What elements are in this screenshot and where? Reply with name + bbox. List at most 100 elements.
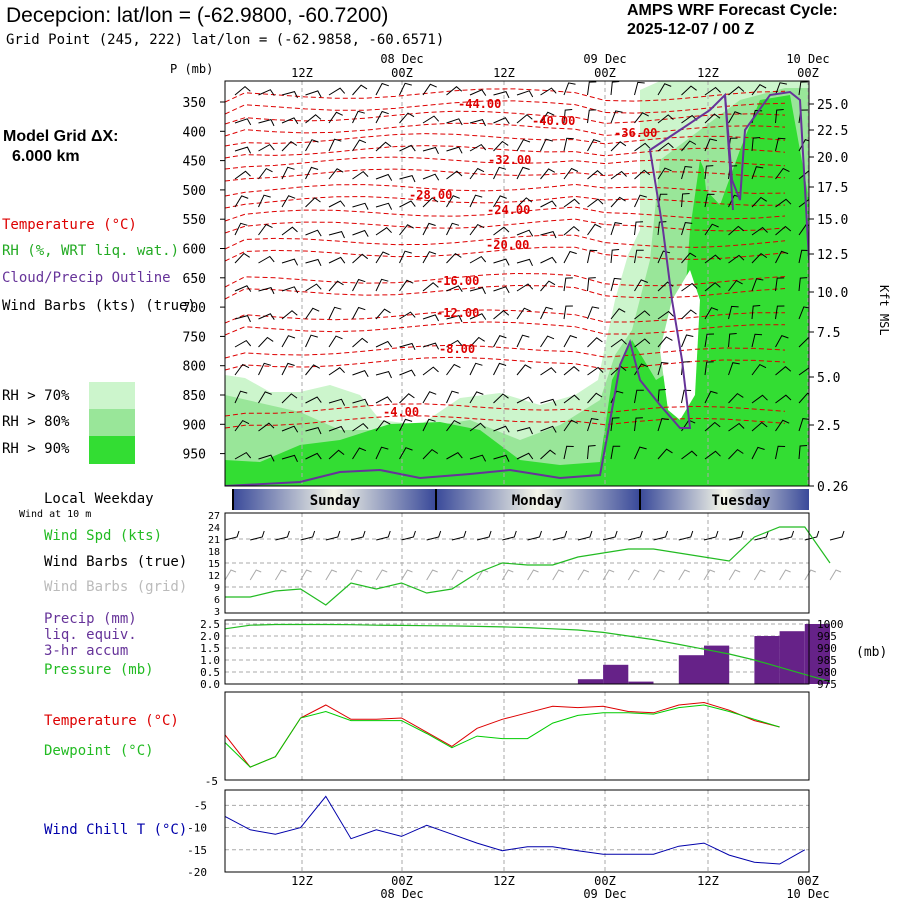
wind-barb bbox=[563, 445, 574, 460]
legend-rh90: RH > 90% bbox=[2, 441, 70, 457]
wind-barb bbox=[634, 142, 651, 152]
isotherm-label: -40.00 bbox=[532, 114, 575, 128]
wind-barb bbox=[328, 200, 346, 208]
wind-barb bbox=[751, 166, 764, 180]
wind-barb bbox=[281, 454, 298, 463]
wind-barb bbox=[328, 425, 346, 433]
wind-barb bbox=[422, 282, 439, 292]
windchill-ticks: -5 -10 -15 -20 bbox=[187, 799, 207, 879]
precip-tick-label: 2.0 bbox=[200, 630, 220, 643]
wind-barb bbox=[234, 363, 250, 376]
wind-barb bbox=[751, 84, 767, 96]
wind-barb bbox=[422, 418, 436, 432]
date-label: 08 Dec bbox=[380, 887, 423, 900]
pressure-tick-label: 400 bbox=[183, 125, 206, 140]
wind-barb bbox=[610, 390, 624, 404]
wind-barb bbox=[540, 449, 556, 460]
wind-barb bbox=[751, 226, 768, 236]
wind-barb bbox=[328, 280, 344, 292]
pressure-tick-label: 600 bbox=[183, 243, 206, 258]
wind-barb bbox=[375, 82, 389, 96]
wind-barb bbox=[352, 202, 369, 210]
wind-barb bbox=[422, 222, 436, 236]
cloud-outline-shape bbox=[225, 90, 809, 486]
wind-barb bbox=[587, 418, 599, 432]
wind-barb bbox=[657, 448, 673, 460]
wind-barb bbox=[516, 307, 531, 320]
wind-barb bbox=[305, 452, 322, 460]
time-tick-label: 00Z bbox=[391, 874, 413, 888]
wind-barb bbox=[610, 196, 626, 208]
surface-wind-barb bbox=[628, 530, 643, 541]
wind-barb bbox=[681, 334, 694, 348]
surface-wind-barb bbox=[325, 530, 341, 541]
wind-barb bbox=[258, 89, 275, 96]
height-tick-label: 25.0 bbox=[817, 98, 848, 113]
grid-point: Grid Point (245, 222) lat/lon = (-62.985… bbox=[6, 32, 445, 48]
wind-barb bbox=[610, 222, 623, 236]
wind-barb bbox=[775, 277, 785, 292]
temperature-series bbox=[224, 701, 780, 768]
wind-barb bbox=[258, 255, 275, 264]
wind-barb bbox=[540, 367, 557, 376]
day-band-monday bbox=[436, 489, 639, 510]
wind-barb bbox=[399, 279, 414, 292]
surface-wind-barb bbox=[275, 530, 290, 541]
surface-wind-barb bbox=[603, 530, 618, 541]
grid-wind-barb bbox=[779, 569, 791, 581]
surface-wind-barb bbox=[552, 530, 568, 541]
wind-barb bbox=[681, 165, 693, 180]
isotherm-line bbox=[225, 246, 786, 262]
wind-barb bbox=[399, 144, 416, 152]
pressure-ticks: 350 400 450 500 550 600 650 700 750 800 850 900 950 bbox=[183, 96, 225, 463]
wind-barb bbox=[634, 169, 651, 180]
pressure-tick-label: 650 bbox=[183, 272, 206, 287]
precip-tick-label: 0.5 bbox=[200, 666, 220, 679]
wind-barb bbox=[563, 277, 573, 292]
date-label: 10 Dec bbox=[786, 52, 829, 66]
temperature-gridlines bbox=[301, 692, 709, 780]
wind-tick-label: 12 bbox=[208, 571, 220, 582]
rh90-region bbox=[225, 95, 809, 486]
wind-barb bbox=[234, 315, 251, 323]
height-tick-label: 2.5 bbox=[817, 419, 840, 434]
wind-barb bbox=[258, 143, 275, 152]
height-tick-label: 10.0 bbox=[817, 286, 848, 301]
wind-barb bbox=[375, 396, 393, 404]
wind-barb bbox=[587, 170, 604, 180]
wind-barb bbox=[446, 146, 463, 154]
wind-barb bbox=[587, 306, 600, 320]
isotherm-label: -12.00 bbox=[436, 306, 479, 320]
wind-barb bbox=[540, 168, 556, 180]
wind-barb bbox=[422, 146, 439, 155]
wind-barb bbox=[657, 281, 674, 292]
wind-barb bbox=[234, 451, 252, 460]
wind-barb bbox=[657, 310, 674, 320]
legend-rh90-swatch bbox=[89, 436, 135, 464]
wind-barb bbox=[610, 338, 627, 348]
forecast-cycle-label: AMPS WRF Forecast Cycle: bbox=[627, 2, 838, 19]
wind-barb bbox=[352, 369, 369, 377]
precip-bar bbox=[754, 636, 780, 684]
wind-barb bbox=[258, 287, 275, 295]
wind-barb bbox=[281, 258, 299, 266]
time-tick-label: 00Z bbox=[797, 66, 819, 80]
surface-wind-barb bbox=[451, 530, 467, 541]
wind-barb bbox=[281, 286, 299, 294]
isotherm-line bbox=[225, 122, 786, 137]
wind-barb bbox=[751, 252, 768, 264]
wind-barb bbox=[375, 446, 389, 460]
wind-barb bbox=[681, 450, 698, 460]
height-tick-label: 12.5 bbox=[817, 248, 848, 263]
grid-wind-barb bbox=[401, 569, 413, 581]
wind-barb bbox=[375, 141, 392, 152]
wind-barb bbox=[328, 306, 342, 320]
wind-barb bbox=[234, 85, 251, 96]
wind-barb bbox=[516, 334, 530, 348]
wind-barb bbox=[798, 392, 809, 404]
wind-barb bbox=[305, 139, 319, 152]
wind-barb bbox=[516, 396, 534, 404]
wind-barb bbox=[493, 117, 510, 124]
